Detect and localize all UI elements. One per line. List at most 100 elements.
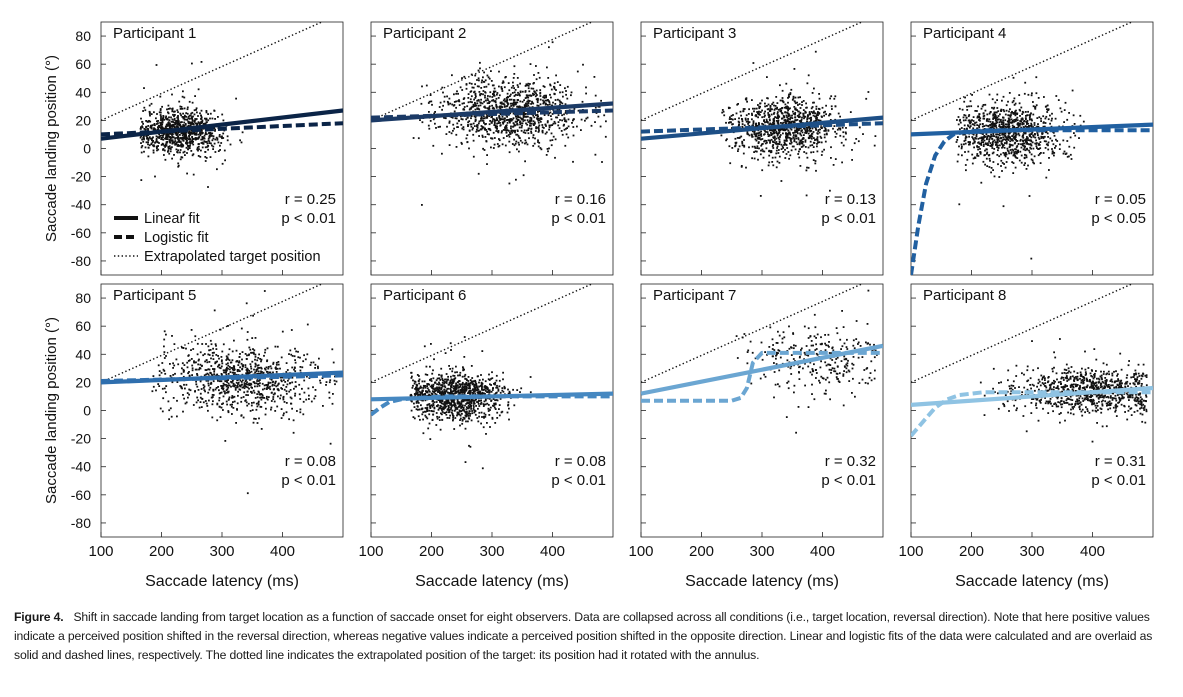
data-point (813, 120, 815, 123)
data-point (254, 353, 257, 356)
data-point (488, 106, 490, 109)
data-point (514, 93, 517, 96)
data-point (810, 151, 812, 154)
data-point (1001, 132, 1004, 134)
data-point (1017, 143, 1020, 145)
data-point (259, 358, 261, 360)
data-point (1021, 113, 1024, 115)
data-point (195, 380, 197, 383)
data-point (751, 130, 754, 133)
data-point (1033, 122, 1036, 124)
data-point (761, 143, 764, 145)
data-point (1032, 135, 1035, 138)
data-point (246, 492, 249, 495)
data-point (335, 380, 338, 383)
data-point (761, 169, 764, 172)
data-point (312, 386, 314, 389)
data-point (821, 150, 824, 153)
data-point (1031, 141, 1034, 144)
data-point (992, 118, 994, 120)
data-point (816, 132, 819, 135)
data-point (189, 141, 192, 144)
data-point (963, 143, 965, 146)
data-point (769, 108, 772, 110)
data-point (502, 118, 504, 121)
data-point (960, 127, 963, 129)
data-point (517, 91, 519, 94)
data-point (226, 135, 229, 138)
data-point (165, 118, 168, 121)
data-point (1015, 140, 1018, 142)
data-point (483, 105, 486, 108)
data-point (538, 76, 541, 79)
data-point (157, 127, 160, 130)
data-point (252, 401, 255, 404)
data-point (303, 354, 305, 357)
data-point (976, 115, 979, 118)
data-point (431, 103, 433, 106)
data-point (154, 141, 156, 144)
data-point (183, 134, 186, 137)
data-point (781, 97, 784, 99)
data-point (572, 160, 574, 163)
data-point (535, 65, 537, 67)
data-point (1012, 136, 1015, 139)
data-point (967, 115, 970, 118)
data-point (731, 118, 734, 121)
data-point (1007, 121, 1010, 124)
data-point (1004, 132, 1007, 135)
data-point (556, 116, 559, 119)
data-point (466, 134, 469, 136)
data-point (210, 372, 212, 374)
y-tick-label: -60 (71, 487, 91, 503)
data-point (1051, 117, 1053, 120)
data-point (517, 119, 520, 121)
data-point (792, 136, 795, 139)
data-point (233, 367, 235, 370)
data-point (165, 391, 167, 394)
data-point (992, 140, 994, 143)
data-point (572, 118, 575, 121)
data-point (494, 100, 497, 102)
data-point (183, 118, 186, 121)
data-point (266, 360, 268, 363)
data-point (290, 397, 293, 400)
data-point (199, 363, 202, 366)
data-point (519, 90, 522, 93)
data-point (758, 122, 760, 124)
data-point (421, 204, 423, 206)
data-point (752, 107, 754, 110)
data-point (226, 369, 228, 372)
data-point (506, 98, 508, 101)
data-point (210, 142, 212, 145)
data-point (532, 102, 535, 105)
data-point (1025, 118, 1027, 121)
data-point (192, 140, 194, 143)
data-point (998, 176, 1001, 178)
data-point (207, 186, 209, 188)
data-point (169, 136, 172, 138)
data-point (244, 364, 247, 366)
data-point (737, 148, 740, 151)
data-point (256, 364, 259, 367)
data-point (566, 127, 568, 129)
data-point (256, 385, 259, 388)
data-point (1038, 116, 1041, 119)
data-point (523, 99, 525, 102)
data-point (830, 105, 833, 108)
data-point (536, 94, 538, 96)
data-point (446, 95, 448, 98)
data-point (253, 352, 255, 355)
data-point (1030, 139, 1032, 142)
data-point (508, 135, 511, 138)
data-point (753, 133, 756, 135)
data-point (1036, 125, 1038, 128)
data-point (776, 111, 779, 113)
data-point (208, 361, 211, 363)
data-point (500, 101, 503, 104)
data-point (158, 133, 160, 136)
data-point (775, 141, 778, 143)
data-point (1001, 162, 1004, 164)
data-point (969, 126, 971, 129)
data-point (157, 120, 159, 122)
